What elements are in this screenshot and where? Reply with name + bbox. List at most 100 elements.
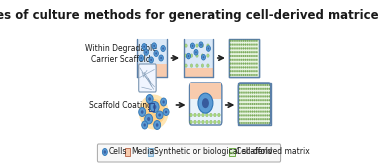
Ellipse shape [152, 43, 156, 49]
Ellipse shape [153, 45, 155, 47]
Ellipse shape [251, 66, 252, 68]
Ellipse shape [243, 55, 244, 57]
Ellipse shape [261, 103, 263, 105]
Bar [149, 103, 154, 111]
Ellipse shape [237, 51, 239, 53]
Ellipse shape [237, 70, 239, 72]
Ellipse shape [254, 99, 255, 101]
Ellipse shape [235, 55, 237, 57]
Ellipse shape [249, 44, 250, 45]
Ellipse shape [239, 92, 240, 94]
Ellipse shape [254, 84, 255, 86]
Ellipse shape [141, 110, 144, 114]
Ellipse shape [230, 74, 231, 76]
Ellipse shape [256, 44, 257, 45]
Ellipse shape [142, 99, 166, 125]
Ellipse shape [254, 74, 256, 76]
Ellipse shape [259, 96, 261, 97]
Ellipse shape [242, 122, 244, 124]
Ellipse shape [246, 111, 248, 113]
Ellipse shape [239, 44, 240, 45]
Ellipse shape [256, 111, 257, 113]
Ellipse shape [239, 63, 240, 64]
Ellipse shape [240, 107, 242, 109]
Ellipse shape [230, 152, 232, 154]
Ellipse shape [249, 51, 250, 53]
Ellipse shape [257, 84, 259, 86]
Ellipse shape [190, 54, 193, 57]
Ellipse shape [246, 92, 248, 94]
Bar [229, 39, 259, 77]
Ellipse shape [230, 44, 231, 45]
Ellipse shape [245, 63, 246, 64]
Ellipse shape [250, 107, 251, 109]
Ellipse shape [251, 40, 252, 42]
Ellipse shape [239, 40, 240, 42]
Ellipse shape [265, 99, 266, 101]
Ellipse shape [244, 107, 246, 109]
Ellipse shape [142, 121, 148, 129]
Bar [137, 64, 167, 77]
Ellipse shape [253, 59, 254, 61]
Ellipse shape [139, 95, 169, 129]
Ellipse shape [244, 103, 246, 105]
FancyBboxPatch shape [98, 144, 280, 162]
Ellipse shape [230, 40, 231, 42]
Ellipse shape [234, 51, 235, 53]
Ellipse shape [267, 84, 268, 86]
Ellipse shape [251, 44, 252, 45]
Ellipse shape [201, 120, 204, 124]
Bar [148, 148, 153, 156]
Ellipse shape [240, 122, 242, 124]
Ellipse shape [239, 51, 240, 53]
Ellipse shape [254, 111, 255, 113]
Ellipse shape [261, 118, 263, 120]
FancyBboxPatch shape [139, 64, 156, 92]
Ellipse shape [265, 107, 266, 109]
Ellipse shape [232, 152, 234, 154]
Ellipse shape [239, 111, 240, 113]
Ellipse shape [269, 103, 270, 105]
Ellipse shape [250, 88, 251, 90]
Ellipse shape [240, 88, 242, 90]
Ellipse shape [247, 40, 248, 42]
Ellipse shape [232, 47, 233, 49]
Ellipse shape [247, 59, 248, 61]
Ellipse shape [245, 66, 246, 68]
Ellipse shape [199, 42, 203, 47]
Ellipse shape [237, 55, 239, 57]
Ellipse shape [269, 118, 270, 120]
Ellipse shape [240, 92, 242, 94]
Ellipse shape [252, 115, 253, 116]
Ellipse shape [150, 59, 152, 61]
Ellipse shape [259, 115, 261, 116]
Ellipse shape [200, 44, 202, 46]
Ellipse shape [259, 111, 261, 113]
Text: Examples of culture methods for generating cell-derived matrices (CDM): Examples of culture methods for generati… [0, 9, 378, 22]
Ellipse shape [254, 63, 256, 64]
Ellipse shape [249, 59, 250, 61]
Ellipse shape [265, 122, 266, 124]
Ellipse shape [158, 113, 161, 117]
Ellipse shape [261, 88, 263, 90]
Ellipse shape [254, 92, 255, 94]
Text: Scaffold Coating: Scaffold Coating [89, 101, 152, 110]
Ellipse shape [247, 55, 248, 57]
Ellipse shape [209, 113, 212, 117]
Ellipse shape [214, 113, 216, 117]
Ellipse shape [265, 96, 266, 97]
Ellipse shape [206, 113, 208, 117]
Ellipse shape [207, 44, 209, 47]
Ellipse shape [249, 70, 250, 72]
Ellipse shape [256, 70, 257, 72]
Ellipse shape [248, 118, 249, 120]
Ellipse shape [263, 84, 265, 86]
Ellipse shape [237, 66, 239, 68]
Ellipse shape [249, 40, 250, 42]
Ellipse shape [246, 122, 248, 124]
Ellipse shape [251, 63, 252, 64]
Ellipse shape [256, 99, 257, 101]
Ellipse shape [251, 51, 252, 53]
Ellipse shape [235, 44, 237, 45]
Ellipse shape [249, 66, 250, 68]
